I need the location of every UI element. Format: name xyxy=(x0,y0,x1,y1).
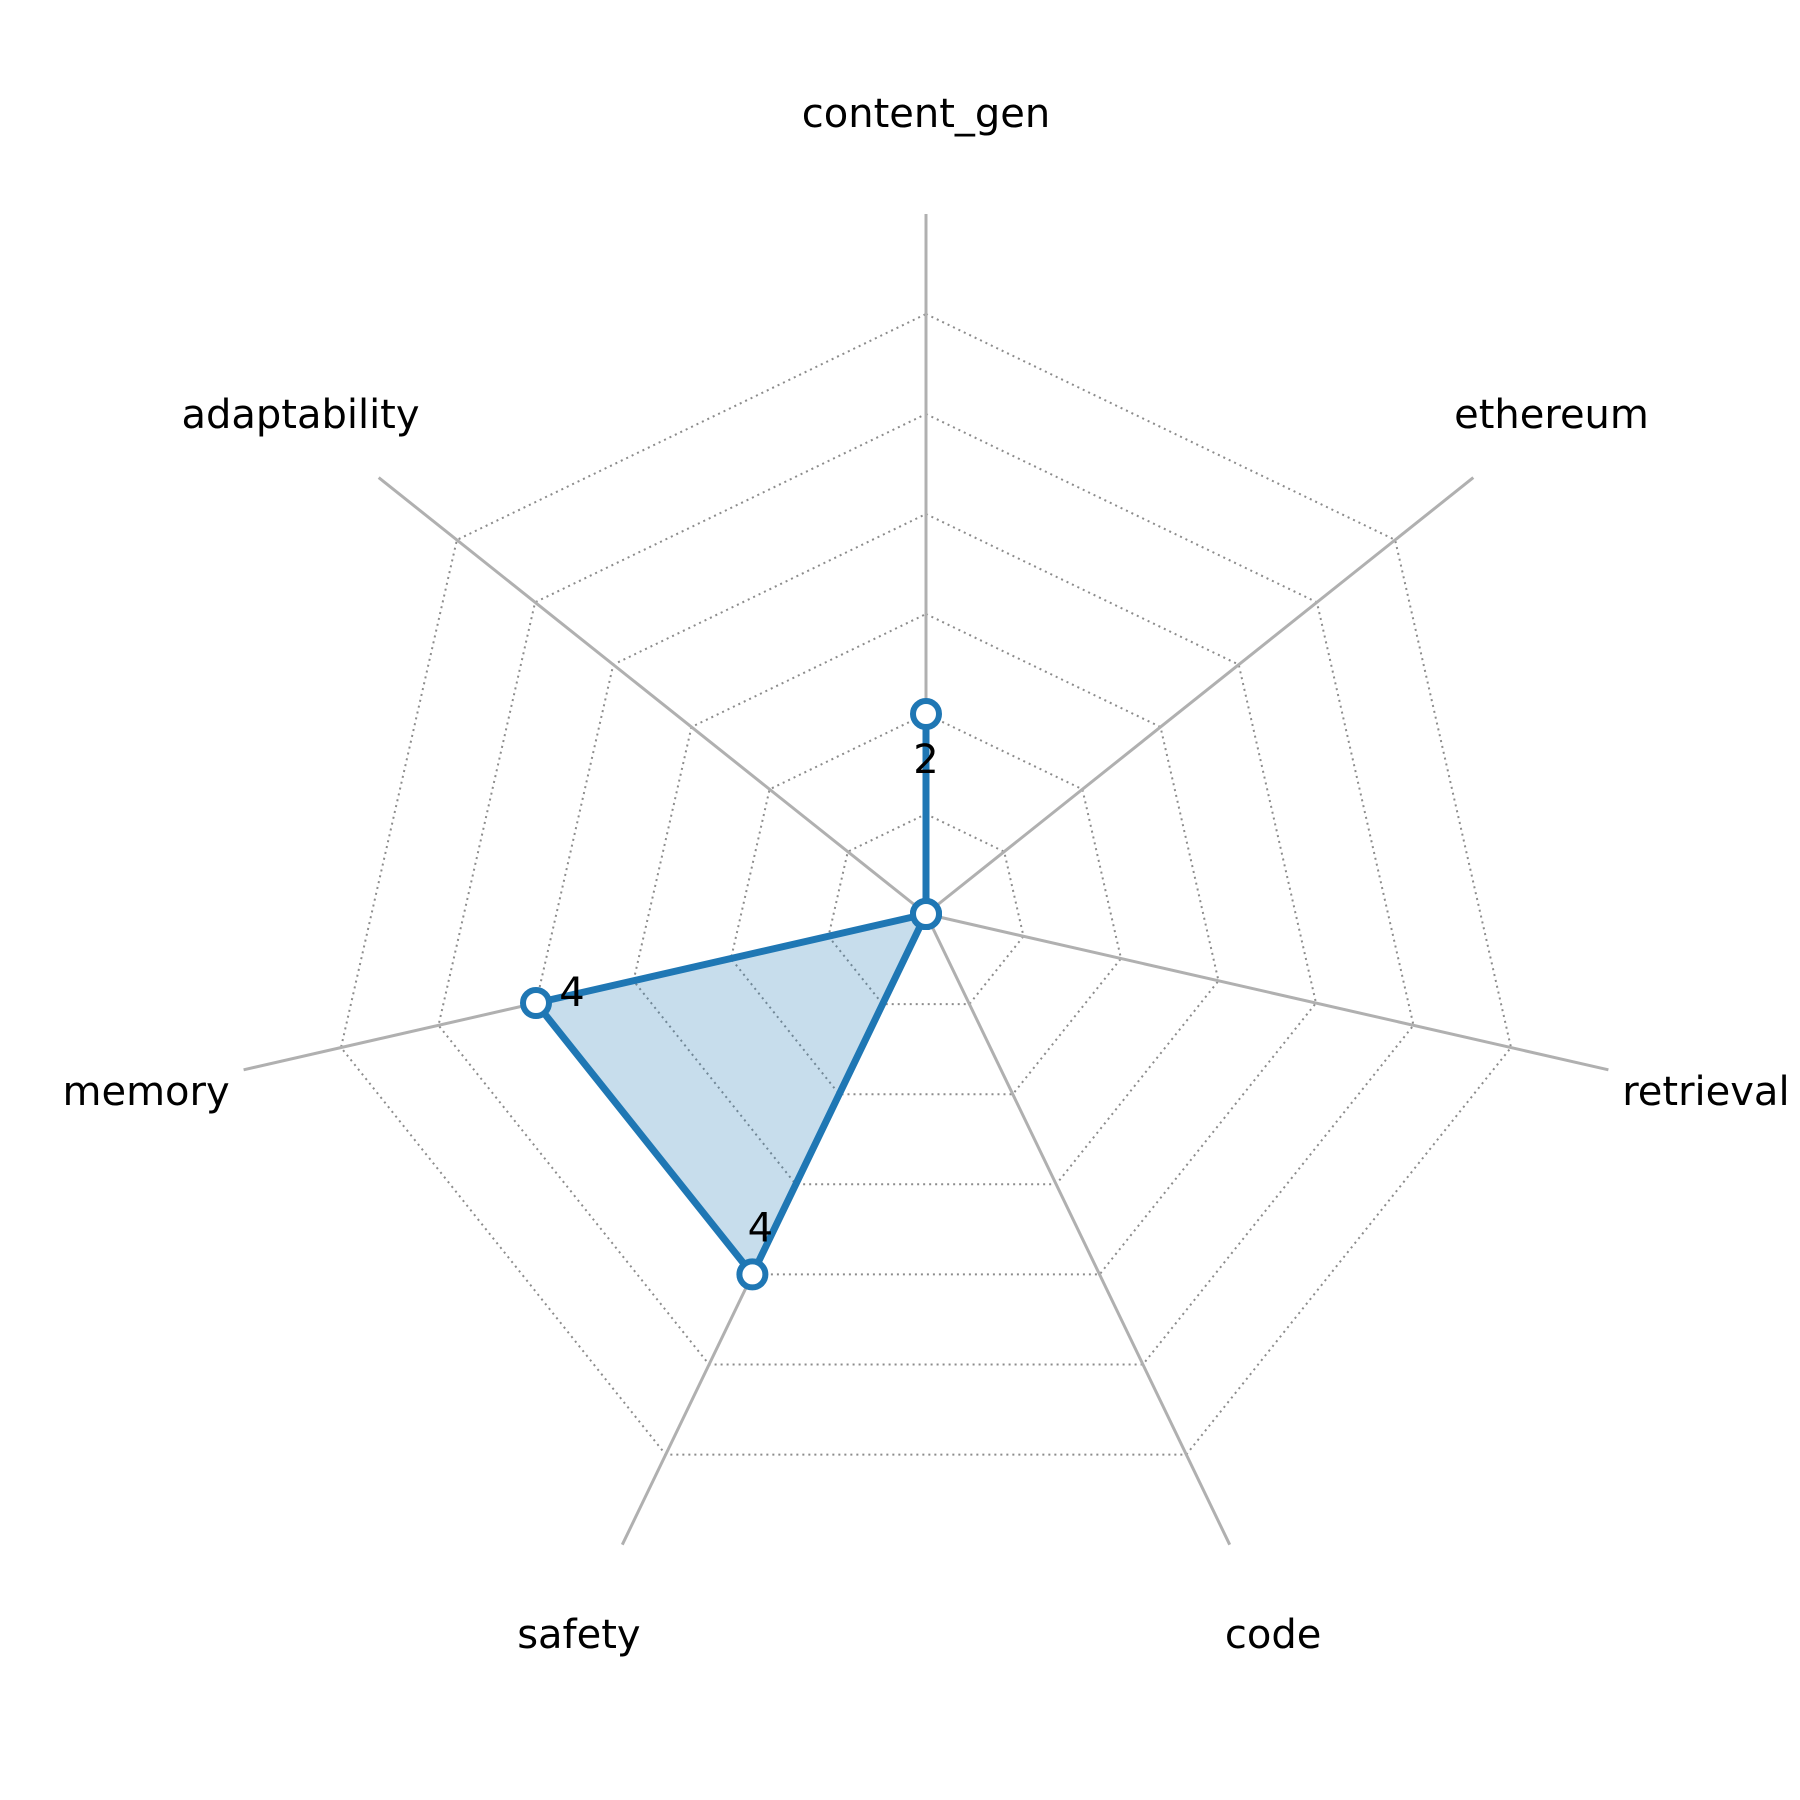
data-point-memory xyxy=(520,987,552,1019)
data-point-content_gen xyxy=(910,698,942,730)
grid-ring-5 xyxy=(437,412,1415,1366)
data-point-safety xyxy=(736,1258,769,1291)
axis-label-retrieval: retrieval xyxy=(1622,1069,1789,1115)
axis-label-adaptability: adaptability xyxy=(181,392,419,438)
axis-label-code: code xyxy=(1225,1612,1321,1658)
spoke-retrieval xyxy=(925,912,1609,1072)
spoke-code xyxy=(924,913,1232,1546)
series-line xyxy=(532,710,930,1278)
series-area xyxy=(536,714,926,1275)
data-label-memory: 4 xyxy=(559,970,584,1016)
grid-ring-6 xyxy=(339,312,1513,1456)
grid-layer xyxy=(339,312,1513,1456)
axis-label-safety: safety xyxy=(517,1612,640,1658)
data-label-layer: 2 4 4 xyxy=(559,737,938,1251)
spoke-ethereum xyxy=(925,476,1475,916)
axis-label-layer: content_gen ethereum retrieval code safety me… xyxy=(63,91,1790,1658)
data-label-content_gen: 2 xyxy=(913,737,938,783)
grid-ring-3 xyxy=(632,612,1220,1186)
grid-ring-2 xyxy=(729,712,1123,1096)
axis-label-content_gen: content_gen xyxy=(802,91,1051,137)
axis-label-ethereum: ethereum xyxy=(1454,392,1649,438)
data-label-safety: 4 xyxy=(748,1205,773,1251)
data-point-adaptability xyxy=(910,898,942,930)
series-layer xyxy=(520,698,942,1291)
spoke-adaptability xyxy=(377,476,927,916)
axis-label-memory: memory xyxy=(63,1069,230,1115)
